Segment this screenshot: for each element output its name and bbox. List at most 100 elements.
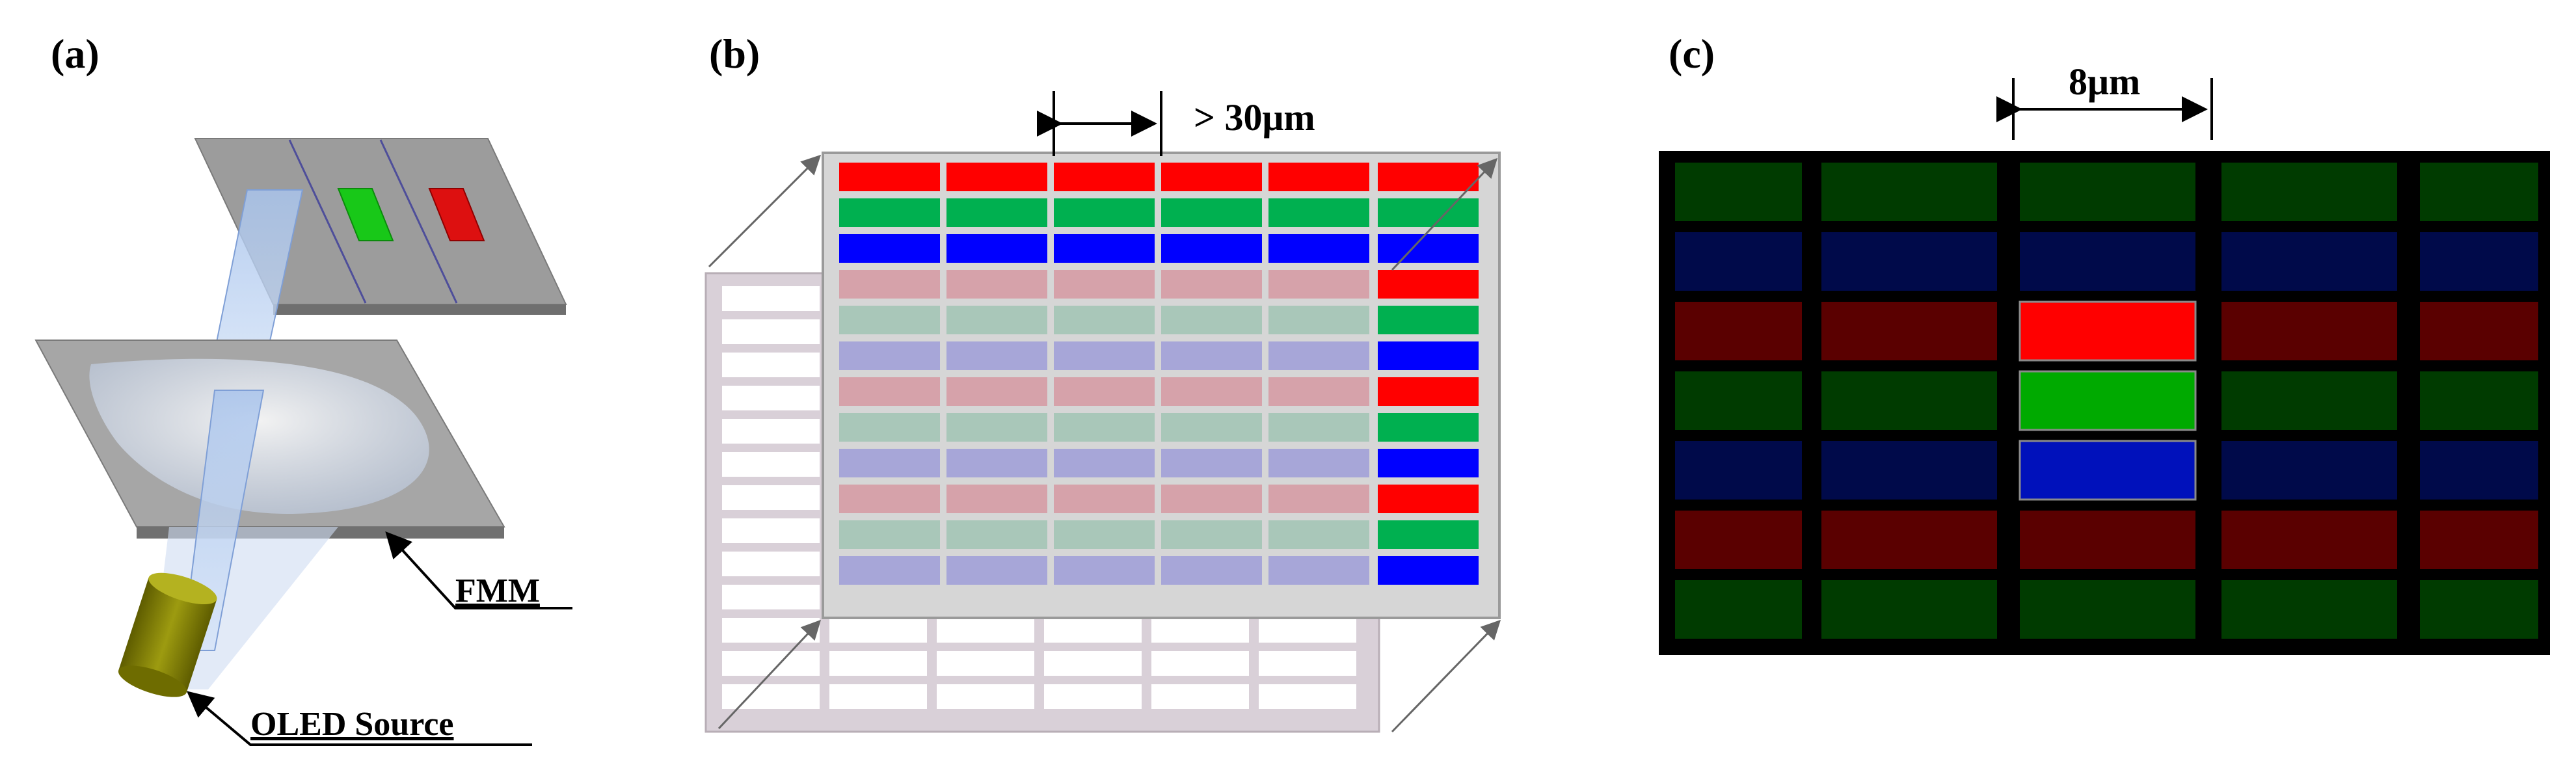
lit-subpixel-red <box>2019 300 2197 362</box>
pitch-dimension-b-label: > 30μm <box>1194 96 1315 139</box>
dark-subpixel-red <box>1675 302 1802 360</box>
empty-cell <box>1044 618 1142 643</box>
masked-subpixel-blue <box>946 449 1047 477</box>
active-subpixel-blue <box>946 234 1047 263</box>
active-subpixel-red <box>1378 270 1479 299</box>
active-subpixel-green <box>1378 413 1479 442</box>
active-subpixel-green <box>1268 198 1369 227</box>
active-subpixel-green <box>1378 306 1479 334</box>
active-subpixel-blue <box>839 234 940 263</box>
active-subpixel-red <box>1378 163 1479 191</box>
active-subpixel-blue <box>1378 556 1479 585</box>
oled-source-cylinder <box>118 572 217 697</box>
dark-subpixel-red <box>2221 302 2397 360</box>
evaporation-cone-top <box>89 358 429 514</box>
panel-c: (c) 8μm <box>1659 31 2550 655</box>
masked-subpixel-blue <box>839 556 940 585</box>
dark-subpixel-red <box>1821 511 1997 569</box>
dark-subpixel-green <box>1675 163 1802 221</box>
empty-cell <box>722 585 820 609</box>
masked-subpixel-green <box>839 413 940 442</box>
dark-subpixel-red <box>1675 511 1802 569</box>
empty-cell <box>722 419 820 444</box>
masked-subpixel-blue <box>1161 341 1262 370</box>
masked-subpixel-green <box>1054 413 1155 442</box>
empty-cell <box>1259 651 1356 676</box>
masked-subpixel-green <box>946 520 1047 549</box>
active-subpixel-green <box>1378 198 1479 227</box>
oled-source-callout-label: OLED Source <box>250 706 454 743</box>
active-subpixel-red <box>1378 377 1479 406</box>
empty-cell <box>937 618 1034 643</box>
fmm-callout-line <box>385 531 572 609</box>
masked-subpixel-green <box>1054 520 1155 549</box>
dark-subpixel-blue <box>1675 232 1802 291</box>
empty-cell <box>722 452 820 477</box>
masked-subpixel-blue <box>839 449 940 477</box>
empty-cell <box>722 353 820 377</box>
masked-subpixel-green <box>1268 306 1369 334</box>
empty-cell <box>722 518 820 543</box>
empty-cell <box>722 386 820 410</box>
dark-subpixel-green <box>2221 163 2397 221</box>
masked-subpixel-blue <box>1268 449 1369 477</box>
perspective-arrow-tl <box>708 154 822 268</box>
dark-subpixel-blue <box>2420 441 2538 500</box>
empty-cell <box>722 552 820 576</box>
masked-subpixel-blue <box>1054 449 1155 477</box>
masked-subpixel-red <box>946 485 1047 513</box>
perspective-arrow-br <box>1391 619 1501 733</box>
empty-cell <box>829 651 927 676</box>
empty-cell <box>829 684 927 709</box>
masked-subpixel-green <box>1161 413 1262 442</box>
panel-a-label: (a) <box>51 31 100 77</box>
oled-source-callout-line <box>186 691 532 746</box>
masked-subpixel-green <box>1268 413 1369 442</box>
masked-subpixel-red <box>839 377 940 406</box>
active-subpixel-blue <box>1161 234 1262 263</box>
dark-subpixel-red <box>1821 302 1997 360</box>
active-subpixel-red <box>839 163 940 191</box>
active-subpixel-green <box>1378 520 1479 549</box>
masked-subpixel-green <box>946 413 1047 442</box>
panel-a: (a) FMM OLE <box>34 31 572 746</box>
masked-subpixel-green <box>839 520 940 549</box>
substrate-plate <box>194 138 567 315</box>
green-subpixel-slot <box>337 188 394 241</box>
masked-subpixel-red <box>1054 377 1155 406</box>
dark-subpixel-red <box>2020 511 2195 569</box>
fmm-mask-plate <box>34 340 505 539</box>
masked-subpixel-red <box>1054 485 1155 513</box>
dark-subpixel-blue <box>2221 441 2397 500</box>
dark-subpixel-blue <box>1821 441 1997 500</box>
empty-cell <box>1044 651 1142 676</box>
fmm-callout-label: FMM <box>455 572 540 609</box>
dark-subpixel-green <box>1675 371 1802 430</box>
masked-subpixel-red <box>839 485 940 513</box>
pitch-dimension-c <box>1996 78 2213 140</box>
masked-subpixel-blue <box>839 341 940 370</box>
masked-subpixel-blue <box>1268 341 1369 370</box>
dark-subpixel-blue <box>1675 441 1802 500</box>
masked-subpixel-green <box>1161 306 1262 334</box>
active-subpixel-blue <box>1378 234 1479 263</box>
masked-subpixel-red <box>1054 270 1155 299</box>
empty-cell <box>1044 684 1142 709</box>
empty-cell <box>1259 618 1356 643</box>
dark-subpixel-green <box>1821 371 1997 430</box>
masked-subpixel-green <box>1054 306 1155 334</box>
subpixel-grid <box>839 163 1479 585</box>
red-subpixel-slot <box>428 188 485 241</box>
empty-cell <box>937 684 1034 709</box>
dark-subpixel-blue <box>2420 232 2538 291</box>
dark-subpixel-green <box>2221 371 2397 430</box>
masked-subpixel-blue <box>946 341 1047 370</box>
masked-subpixel-blue <box>1268 556 1369 585</box>
pitch-dimension-b <box>1037 91 1162 156</box>
empty-cell <box>722 618 820 643</box>
empty-cell <box>722 684 820 709</box>
dark-subpixel-green <box>2420 580 2538 639</box>
masked-subpixel-blue <box>1161 556 1262 585</box>
empty-cell <box>1151 618 1249 643</box>
